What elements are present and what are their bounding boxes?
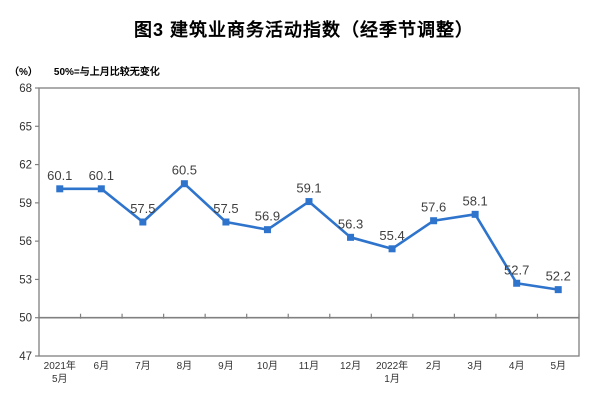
data-point-marker [347,233,355,241]
y-axis-unit-label: （%） [9,67,38,78]
data-point-marker [430,217,438,225]
plot-frame [38,87,580,357]
data-point-marker [222,218,230,226]
data-value-label: 60.1 [47,168,72,183]
x-tick-label: 2022年 1月 [376,359,408,385]
data-point-marker [97,185,105,193]
y-tick-label: 65 [19,121,32,133]
x-tick-label: 9月 [218,360,234,372]
line-chart-canvas: 68 65 62 59 56 53 50 47 60.1 60.1 57.5 60.5 57.5 56.9… [19,83,580,385]
x-tick-label: 8月 [177,360,193,372]
data-value-label: 52.2 [546,269,571,284]
y-tick-label: 50 [19,313,32,325]
y-tick-label: 47 [19,351,32,363]
data-point-marker [305,198,313,206]
x-tick-label: 5月 [550,360,566,372]
data-value-label: 59.1 [296,181,321,196]
x-tick-label: 3月 [467,360,483,372]
data-point-marker [56,185,64,193]
y-tick-label: 59 [19,198,32,210]
data-value-label: 52.7 [504,262,529,277]
x-tick-label: 6月 [94,360,110,372]
data-value-label: 56.3 [338,216,363,231]
y-tick-label: 53 [19,274,32,286]
x-tick-label: 2月 [426,360,442,372]
data-value-label: 58.1 [462,193,487,208]
data-value-label: 60.5 [172,163,197,178]
x-tick-label: 7月 [135,360,151,372]
x-tick-label: 4月 [509,360,525,372]
data-point-marker [471,210,479,218]
y-tick-label: 56 [19,236,32,248]
axis-note-row: （%） 50%=与上月比较无变化 [9,63,160,78]
y-tick-label: 68 [19,83,32,95]
data-value-label: 60.1 [89,168,114,183]
data-point-marker [139,218,147,226]
data-value-label: 55.4 [379,228,404,243]
x-tick-label: 11月 [299,360,319,372]
data-value-label: 56.9 [255,209,280,224]
data-point-marker [388,245,396,253]
x-tick-label: 10月 [257,360,278,372]
data-value-label: 57.5 [130,201,155,216]
data-value-label: 57.6 [421,200,446,215]
chart-title: 图3 建筑业商务活动指数（经季节调整） [133,20,474,40]
data-point-marker [554,286,562,294]
data-point-marker [513,279,521,287]
y-tick-label: 62 [19,160,32,172]
x-tick-label: 12月 [340,360,361,372]
data-point-marker [180,180,188,188]
data-point-marker [263,226,271,234]
data-value-label: 57.5 [213,201,238,216]
x-tick-label: 2021年 5月 [44,359,76,385]
reference-note: 50%=与上月比较无变化 [53,67,160,78]
